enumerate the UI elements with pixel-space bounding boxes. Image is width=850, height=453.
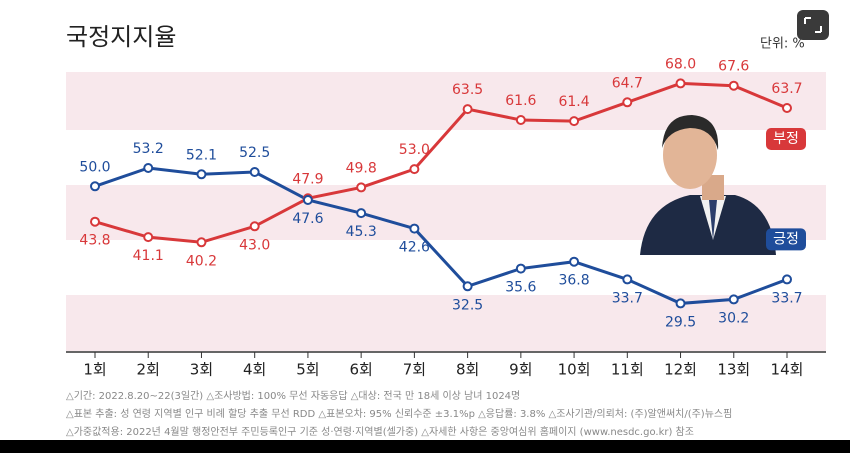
x-tick-label: 3회: [190, 361, 213, 379]
point: [409, 164, 420, 175]
point: [782, 103, 792, 113]
point: [622, 274, 633, 285]
value-label: 68.0: [665, 56, 696, 72]
x-tick-label: 1회: [83, 361, 106, 379]
point: [622, 97, 633, 108]
value-label: 43.8: [79, 233, 110, 249]
point: [462, 281, 473, 292]
point: [569, 116, 580, 127]
value-label: 42.6: [399, 240, 430, 256]
x-tick-label: 13회: [717, 361, 750, 379]
legend-tag: [766, 128, 806, 150]
bottom-bar: [0, 440, 850, 453]
chart-title: 국정지지율: [66, 23, 176, 51]
point: [143, 163, 154, 173]
point: [515, 263, 526, 274]
point: [782, 274, 792, 285]
band: [66, 295, 826, 351]
band: [66, 72, 826, 130]
value-label: 33.7: [612, 290, 643, 306]
x-tick-label: 7회: [403, 361, 426, 379]
value-label: 63.5: [452, 82, 483, 98]
series-line: [94, 166, 788, 305]
legend-tag: [766, 228, 806, 251]
x-tick-label: 5회: [296, 361, 319, 379]
unit-label: 단위: %: [760, 37, 805, 52]
point: [356, 182, 367, 193]
value-label: 63.7: [771, 81, 802, 97]
point: [462, 104, 473, 115]
value-label: 53.0: [399, 142, 430, 158]
point: [90, 216, 100, 227]
footnote: △가중값적용: 2022년 4월말 행정안전부 주민등록인구 기준 성·연령·지…: [66, 425, 694, 438]
value-label: 40.2: [186, 253, 217, 269]
point: [728, 294, 739, 305]
value-label: 50.0: [79, 159, 110, 175]
legend-label: 긍정: [773, 231, 799, 247]
expand-button[interactable]: [797, 10, 829, 40]
value-label: 47.9: [292, 171, 323, 187]
value-label: 35.6: [505, 280, 536, 296]
x-tick-label: 12회: [664, 361, 697, 379]
point: [675, 298, 686, 309]
value-label: 47.6: [292, 211, 323, 227]
x-tick-label: 4회: [243, 361, 266, 379]
x-tick-label: 6회: [349, 361, 372, 379]
footnote: △표본 추출: 성 연령 지역별 인구 비례 할당 추출 무선 RDD △표본오…: [66, 408, 732, 420]
value-label: 64.7: [612, 75, 643, 91]
x-tick-label: 8회: [456, 361, 479, 379]
value-label: 41.1: [133, 248, 164, 264]
point: [409, 223, 420, 234]
point: [90, 181, 100, 192]
value-label: 29.5: [665, 314, 696, 330]
value-label: 61.4: [558, 94, 589, 110]
value-label: 53.2: [133, 141, 164, 157]
value-label: 32.5: [452, 297, 483, 313]
footnote: △기간: 2022.8.20~22(3일간) △조사방법: 100% 무선 자동…: [66, 390, 520, 402]
value-label: 43.0: [239, 237, 270, 253]
point: [675, 78, 686, 89]
series-line: [94, 81, 788, 244]
point: [569, 256, 580, 267]
point: [515, 115, 526, 125]
point: [196, 237, 207, 248]
point: [356, 208, 367, 219]
value-label: 52.1: [186, 147, 217, 163]
point: [196, 169, 207, 180]
value-label: 52.5: [239, 145, 270, 161]
value-label: 33.7: [771, 290, 802, 306]
expand-icon: [804, 17, 822, 33]
value-label: 45.3: [346, 224, 377, 240]
point: [249, 167, 260, 177]
legend-label: 부정: [773, 131, 799, 147]
point: [249, 221, 260, 232]
value-label: 67.6: [718, 59, 749, 75]
point: [143, 232, 154, 243]
point: [728, 80, 739, 91]
value-label: 61.6: [505, 93, 536, 109]
value-label: 30.2: [718, 310, 749, 326]
x-tick-label: 9회: [509, 361, 532, 379]
point: [302, 195, 313, 205]
photo: [640, 115, 776, 255]
value-label: 36.8: [558, 273, 589, 289]
x-tick-label: 2회: [137, 361, 160, 379]
value-label: 49.8: [346, 160, 377, 176]
x-tick-label: 14회: [771, 361, 804, 379]
x-tick-label: 10회: [558, 361, 591, 379]
x-tick-label: 11회: [611, 361, 644, 379]
